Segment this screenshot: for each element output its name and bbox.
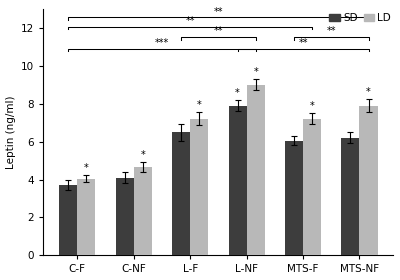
Y-axis label: Leptin (ng/ml): Leptin (ng/ml) — [6, 95, 16, 169]
Text: **: ** — [214, 6, 223, 17]
Bar — [116, 178, 134, 255]
Bar — [134, 167, 152, 255]
Text: **: ** — [326, 26, 336, 36]
Bar — [77, 179, 96, 255]
Bar — [247, 85, 265, 255]
Bar — [172, 132, 190, 255]
Text: **: ** — [298, 38, 308, 48]
Text: **: ** — [214, 26, 223, 36]
Text: *: * — [253, 67, 258, 77]
Bar — [59, 185, 77, 255]
Text: *: * — [140, 150, 145, 160]
Text: **: ** — [186, 16, 195, 26]
Text: ***: *** — [155, 38, 169, 48]
Bar — [360, 106, 378, 255]
Bar — [228, 106, 247, 255]
Text: *: * — [310, 101, 314, 111]
Text: *: * — [235, 88, 240, 97]
Bar — [342, 138, 360, 255]
Text: *: * — [197, 100, 202, 110]
Text: *: * — [366, 87, 371, 97]
Bar — [303, 119, 321, 255]
Bar — [285, 141, 303, 255]
Bar — [190, 119, 208, 255]
Legend: SD, LD: SD, LD — [325, 9, 395, 27]
Text: *: * — [84, 162, 89, 172]
